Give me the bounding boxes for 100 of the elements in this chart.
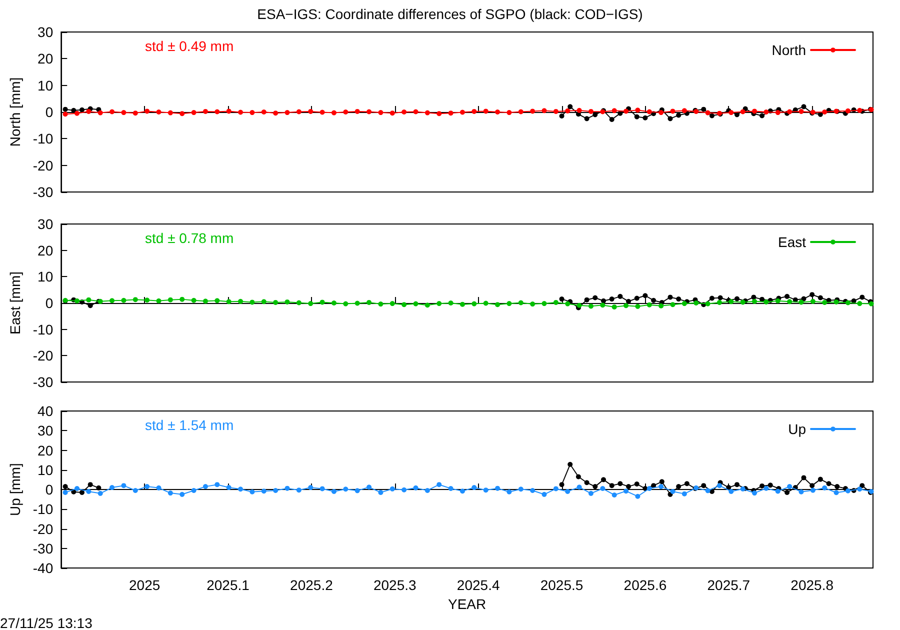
x-tick-label: 2025.4: [456, 577, 500, 593]
x-tick-label: 2025.6: [624, 577, 667, 593]
point: [634, 482, 640, 487]
point: [676, 112, 682, 118]
point: [642, 115, 648, 120]
y-tick-label: -30: [32, 540, 54, 556]
x-tick-label: 2025.3: [373, 577, 417, 593]
y-tick-label: -30: [32, 184, 54, 200]
y-axis-title: East [mm]: [7, 271, 23, 335]
point: [584, 116, 590, 122]
point: [860, 483, 865, 488]
point: [584, 297, 590, 302]
point: [668, 116, 673, 122]
y-tick-label: 30: [38, 216, 54, 232]
point: [568, 462, 573, 467]
point: [651, 298, 656, 303]
point: [584, 480, 590, 486]
point: [709, 296, 714, 301]
x-tick-label: 2025.7: [707, 577, 750, 593]
y-tick-label: 0: [45, 482, 54, 498]
x-axis-title: YEAR: [448, 596, 486, 612]
y-tick-label: 20: [38, 50, 54, 67]
y-tick-label: -10: [32, 501, 54, 518]
point: [626, 484, 632, 490]
point: [718, 295, 723, 300]
y-axis-title: North [mm]: [7, 77, 23, 147]
point: [701, 483, 706, 488]
y-tick-label: -10: [32, 130, 54, 147]
x-tick-label: 2025.5: [540, 577, 584, 593]
y-tick-label: 30: [38, 422, 54, 439]
point: [760, 113, 765, 118]
annotation: std ± 0.78 mm: [145, 230, 234, 246]
y-tick-label: 20: [38, 442, 54, 458]
point: [676, 484, 682, 490]
point: [634, 114, 640, 120]
point: [676, 296, 682, 302]
point: [734, 482, 740, 488]
point: [784, 294, 790, 299]
y-tick-label: 10: [38, 77, 54, 94]
point: [600, 477, 606, 482]
y-tick-label: -30: [32, 374, 54, 390]
y-tick-label: -40: [32, 560, 54, 576]
point: [668, 294, 673, 300]
point: [609, 296, 614, 302]
point: [768, 482, 773, 488]
point: [760, 483, 765, 488]
point: [810, 292, 815, 298]
y-axis-title: Up [mm]: [7, 463, 23, 516]
point: [642, 293, 648, 298]
legend-label: Up: [788, 421, 806, 437]
point: [96, 485, 102, 490]
annotation: std ± 1.54 mm: [145, 417, 234, 433]
point: [559, 114, 564, 118]
y-tick-label: 10: [38, 462, 54, 478]
y-tick-label: 30: [38, 24, 54, 40]
point: [834, 484, 840, 490]
y-tick-label: -20: [32, 520, 54, 537]
point: [634, 296, 640, 301]
point: [62, 484, 68, 490]
point: [810, 483, 815, 488]
y-tick-label: -10: [32, 321, 54, 338]
point: [659, 479, 664, 484]
point: [818, 112, 823, 117]
y-tick-label: -20: [32, 157, 54, 174]
point: [684, 481, 690, 486]
y-tick-label: 10: [38, 268, 54, 285]
point: [651, 483, 656, 488]
point: [618, 110, 623, 116]
y-tick-label: -20: [32, 348, 54, 364]
point: [860, 294, 865, 300]
point: [576, 474, 581, 480]
point: [609, 116, 614, 122]
point: [618, 294, 623, 299]
point: [784, 490, 790, 495]
point: [618, 481, 623, 486]
point: [734, 296, 740, 302]
point: [801, 475, 806, 480]
x-tick-label: 2025.1: [206, 577, 250, 593]
point: [62, 106, 68, 112]
chart-title: ESA−IGS: Coordinate differences of SGPO (black: COD−IGS): [257, 6, 643, 22]
point: [559, 296, 564, 302]
annotation: std ± 0.49 mm: [145, 38, 234, 54]
point: [801, 104, 806, 110]
y-tick-label: 0: [45, 295, 54, 311]
y-tick-label: 40: [38, 403, 54, 419]
point: [88, 482, 93, 488]
point: [751, 294, 756, 300]
point: [592, 484, 598, 490]
point: [568, 104, 573, 110]
legend-label: North: [772, 42, 806, 58]
point: [818, 295, 823, 300]
point: [701, 106, 706, 112]
point: [80, 107, 84, 112]
y-tick-label: 0: [45, 104, 54, 120]
point: [559, 482, 564, 488]
point: [818, 476, 823, 482]
point: [709, 113, 714, 118]
point: [592, 295, 598, 300]
point: [80, 490, 84, 495]
y-tick-label: 20: [38, 242, 54, 258]
